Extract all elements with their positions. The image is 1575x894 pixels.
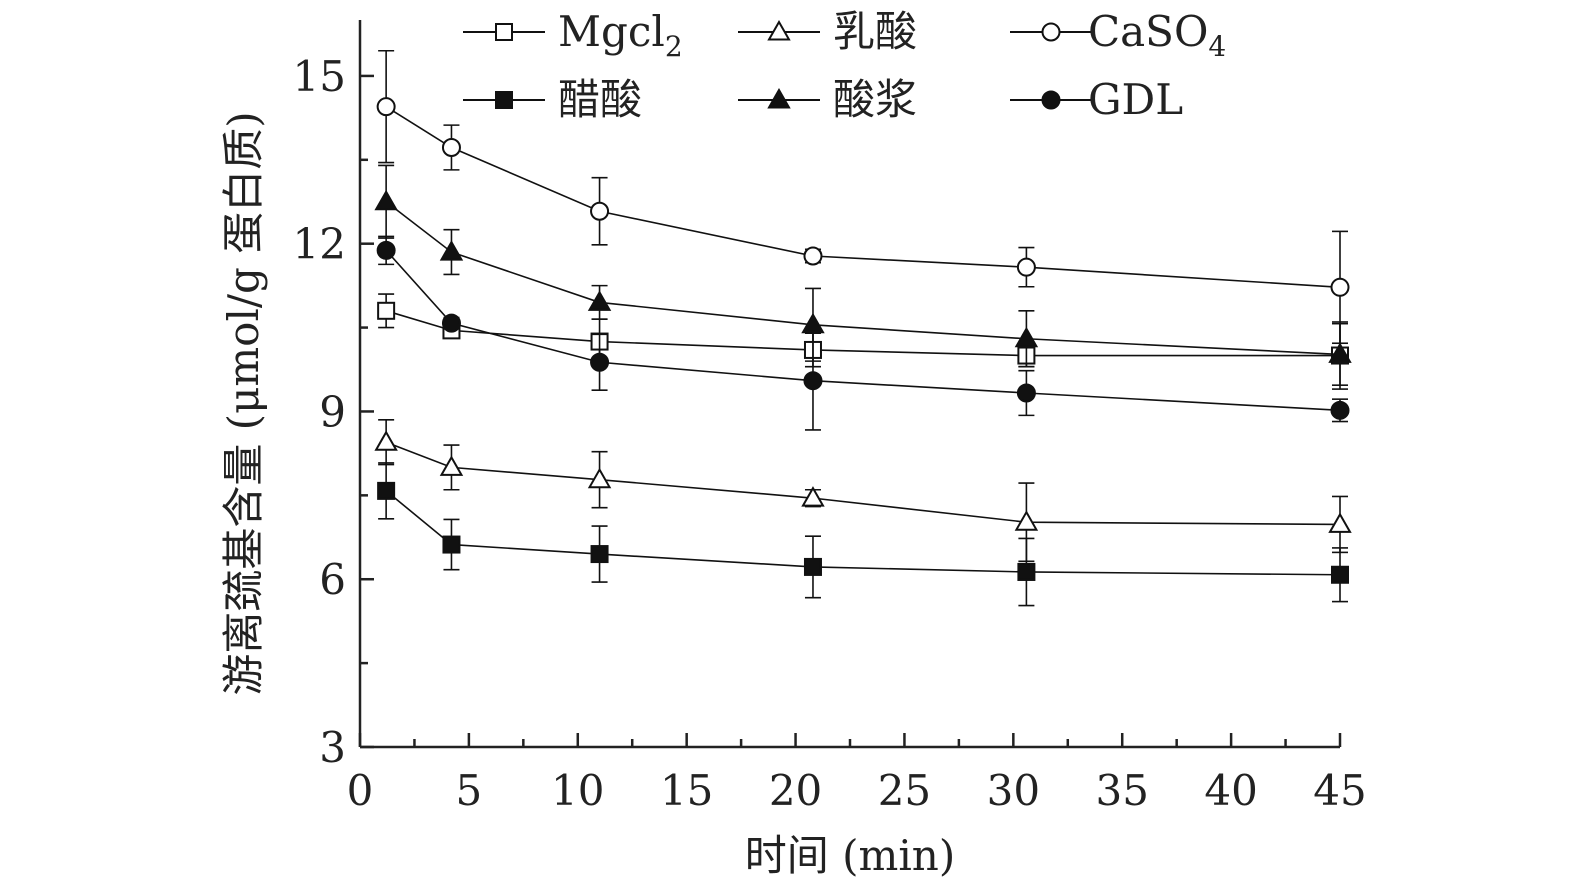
series-line xyxy=(385,441,1341,526)
x-tick-label: 0 xyxy=(347,766,374,815)
legend-entry-2: 乳酸 xyxy=(738,7,917,56)
y-tick-label: 3 xyxy=(319,723,346,772)
series-layer xyxy=(374,49,1352,607)
legend-entry-4: 醋酸 xyxy=(463,75,642,124)
data-point xyxy=(587,290,612,311)
x-tick-label: 15 xyxy=(660,766,713,815)
legend-label: GDL xyxy=(1088,75,1183,124)
legend: Mgcl2 乳酸 CaSO4 醋酸 酸浆 GDL xyxy=(463,7,1226,124)
x-tick-label: 20 xyxy=(769,766,822,815)
data-point xyxy=(374,430,398,451)
legend-entry-5: 酸浆 xyxy=(738,75,917,124)
legend-entry-1: Mgcl2 xyxy=(463,7,683,63)
legend-label: 醋酸 xyxy=(558,75,642,124)
data-point xyxy=(1331,565,1349,584)
data-point xyxy=(377,301,396,320)
x-tick-label: 5 xyxy=(456,766,483,815)
legend-marker xyxy=(495,91,513,109)
y-tick-label: 6 xyxy=(319,555,346,604)
data-point xyxy=(441,138,461,158)
data-point xyxy=(1016,257,1036,277)
data-point xyxy=(439,455,464,476)
data-point xyxy=(376,240,396,260)
series-3 xyxy=(376,49,1350,345)
legend-label-subscript: 2 xyxy=(665,30,683,63)
data-point xyxy=(1330,400,1350,420)
data-point xyxy=(803,246,823,266)
data-point xyxy=(374,189,398,211)
legend-label: 乳酸 xyxy=(833,7,917,56)
data-point xyxy=(377,481,396,500)
series-line xyxy=(385,310,1340,357)
data-point xyxy=(590,352,610,372)
y-tick-label: 15 xyxy=(293,52,346,101)
x-tick-label: 30 xyxy=(987,766,1040,815)
y-tick-label: 12 xyxy=(293,220,346,269)
data-point xyxy=(587,467,612,489)
legend-marker xyxy=(767,19,791,41)
data-point xyxy=(803,371,823,391)
legend-marker xyxy=(495,23,513,41)
x-axis-label: 时间 (min) xyxy=(745,831,955,880)
data-point xyxy=(442,535,461,554)
data-point xyxy=(376,97,396,117)
data-point xyxy=(441,313,461,333)
legend-marker xyxy=(767,87,791,109)
series-line xyxy=(385,249,1341,412)
x-tick-label: 45 xyxy=(1313,766,1366,815)
legend-label: 酸浆 xyxy=(833,75,917,124)
data-point xyxy=(1328,512,1352,533)
series-line xyxy=(385,106,1341,289)
legend-label: Mgcl2 xyxy=(558,7,683,63)
legend-entry-6: GDL xyxy=(1010,75,1183,124)
legend-label-subscript: 4 xyxy=(1208,30,1226,63)
data-point xyxy=(439,240,464,261)
legend-label: CaSO4 xyxy=(1088,7,1226,63)
data-point xyxy=(1014,326,1039,348)
x-tick-label: 40 xyxy=(1204,766,1257,815)
axes: 0 5 10 15 20 25 30 35 40 45 3 6 9 12 15 xyxy=(293,20,1367,815)
data-point xyxy=(1014,510,1039,531)
legend-marker xyxy=(1041,90,1061,110)
series-6 xyxy=(376,235,1350,431)
x-tick-label: 25 xyxy=(878,766,931,815)
data-point xyxy=(1017,562,1036,581)
data-point xyxy=(590,545,609,564)
data-point xyxy=(590,201,610,221)
series-5 xyxy=(374,164,1352,386)
x-tick-label: 35 xyxy=(1095,766,1148,815)
legend-entry-3: CaSO4 xyxy=(1010,7,1226,63)
series-4 xyxy=(377,462,1349,607)
y-tick-label: 9 xyxy=(319,387,346,436)
series-2 xyxy=(374,419,1352,563)
legend-marker xyxy=(1041,22,1061,42)
data-point xyxy=(1016,383,1036,403)
data-point xyxy=(801,486,825,507)
data-point xyxy=(1328,342,1352,363)
y-axis-label: 游离巯基含量 (μmol/g 蛋白质) xyxy=(219,111,268,695)
data-point xyxy=(1330,277,1350,297)
series-line xyxy=(385,201,1341,356)
x-tick-label: 10 xyxy=(551,766,604,815)
series-line xyxy=(385,490,1341,576)
data-point xyxy=(803,557,822,576)
